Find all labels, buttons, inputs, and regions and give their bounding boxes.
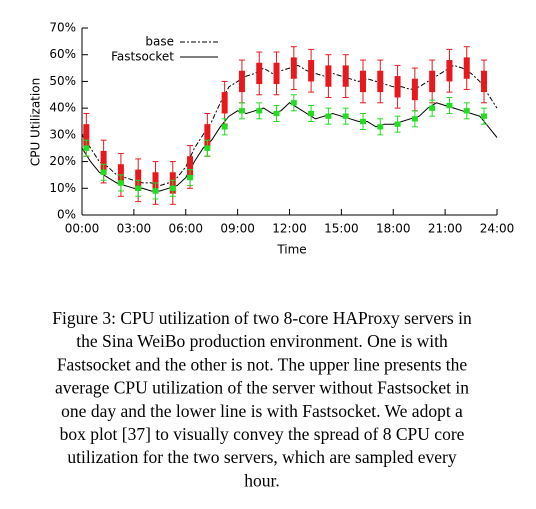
series-line <box>81 102 498 192</box>
box <box>429 105 436 111</box>
x-tick-label: 06:00 <box>168 222 203 236</box>
box <box>481 70 488 93</box>
box <box>446 60 453 82</box>
box <box>429 70 436 93</box>
caption-line: box plot [37] to visually convey the spr… <box>60 424 465 444</box>
legend-label: base <box>145 35 174 49</box>
box <box>221 124 228 130</box>
box <box>411 116 418 122</box>
x-tick-label: 21:00 <box>428 222 463 236</box>
x-tick-label: 18:00 <box>376 222 411 236</box>
y-axis-label: CPU Utilization <box>29 78 43 166</box>
y-tick-label: 60% <box>49 47 76 61</box>
box <box>411 78 418 101</box>
box <box>359 118 366 125</box>
box <box>169 185 176 191</box>
x-tick-label: 15:00 <box>324 222 359 236</box>
caption-line: Fastsocket and the other is not. The upp… <box>57 354 468 374</box>
box <box>308 60 315 82</box>
x-tick-label: 24:00 <box>480 222 515 236</box>
box <box>481 113 488 119</box>
y-tick-label: 20% <box>49 154 76 168</box>
box <box>463 108 470 114</box>
x-axis-label: Time <box>276 243 306 257</box>
box <box>256 108 263 114</box>
box <box>83 124 90 146</box>
y-tick-label: 0% <box>57 208 76 222</box>
x-tick-label: 12:00 <box>272 222 307 236</box>
box <box>325 65 332 87</box>
y-tick-label: 40% <box>49 101 76 115</box>
box <box>290 100 297 106</box>
box <box>100 169 107 175</box>
box <box>187 174 194 181</box>
box <box>394 76 401 98</box>
box <box>325 113 332 119</box>
x-tick-label: 03:00 <box>117 222 152 236</box>
legend-label: Fastsocket <box>111 50 174 64</box>
box <box>446 102 453 109</box>
box <box>83 145 90 151</box>
x-tick-label: 00:00 <box>65 222 100 236</box>
y-tick-label: 30% <box>49 127 76 141</box>
box <box>152 188 159 194</box>
y-tick-label: 10% <box>49 181 76 195</box>
box <box>377 124 384 130</box>
box <box>100 150 107 173</box>
box <box>342 113 349 119</box>
box <box>273 62 280 85</box>
box <box>463 57 470 79</box>
box <box>204 124 211 146</box>
box <box>256 62 263 85</box>
box <box>204 145 211 151</box>
x-tick-label: 09:00 <box>220 222 255 236</box>
box <box>238 70 245 93</box>
box <box>342 65 349 87</box>
box <box>377 70 384 93</box>
box <box>394 121 401 127</box>
box <box>135 185 142 191</box>
box <box>221 92 228 114</box>
box <box>359 70 366 93</box>
box <box>238 108 245 114</box>
box <box>187 156 194 178</box>
box <box>308 110 315 117</box>
y-tick-label: 50% <box>49 74 76 88</box>
caption-line: Figure 3: CPU utilization of two 8-core … <box>52 308 472 328</box>
caption-line: the Sina WeiBo production environment. O… <box>76 331 448 351</box>
caption-line: average CPU utilization of the server wi… <box>55 378 469 398</box>
y-tick-label: 70% <box>49 21 76 35</box>
caption-line: hour. <box>244 470 280 490</box>
caption-line: utilization for the two servers, which a… <box>67 447 456 467</box>
box <box>117 180 124 186</box>
box <box>290 57 297 79</box>
series-line <box>81 64 498 187</box>
box <box>273 110 280 117</box>
caption-line: one day and the lower line is with Fasts… <box>61 401 463 421</box>
